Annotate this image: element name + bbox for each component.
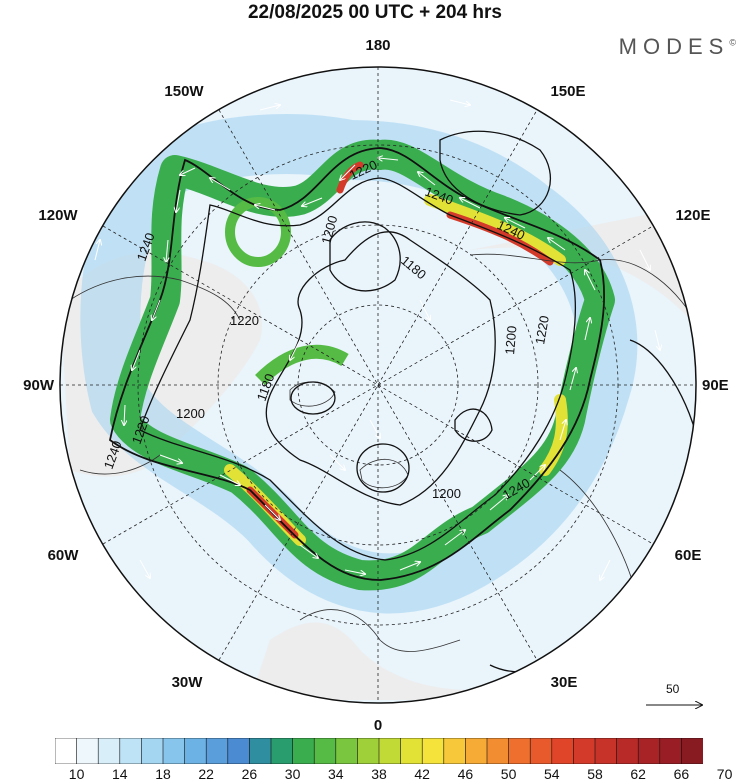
modes-logo: MODES© <box>619 34 736 60</box>
colorbar-swatch <box>335 738 358 764</box>
lon-label-90w: 90W <box>23 377 55 394</box>
colorbar-swatch <box>357 738 380 764</box>
colorbar-swatch <box>551 738 574 764</box>
colorbar-swatch <box>659 738 682 764</box>
colorbar-tick-label: 30 <box>284 766 301 782</box>
lon-label-120w: 120W <box>38 207 78 224</box>
contour-label: 1200 <box>318 214 340 246</box>
colorbar-swatch <box>400 738 423 764</box>
colorbar-swatch <box>594 738 618 764</box>
colorbar-swatch <box>270 738 294 764</box>
colorbar-swatch <box>249 738 272 764</box>
colorbar-tick-label: 14 <box>112 766 128 782</box>
contour-label: 1220 <box>532 314 552 345</box>
colorbar-tick-label: 38 <box>371 766 387 782</box>
colorbar-swatch <box>76 738 99 764</box>
wind-vectors <box>94 99 660 580</box>
graticule <box>60 67 696 703</box>
wind-reference-label: 50 <box>666 682 680 696</box>
copyright-mark: © <box>729 37 736 48</box>
map-disk <box>60 67 696 703</box>
contour-label: 1200 <box>176 406 205 421</box>
colorbar-swatch <box>529 738 553 764</box>
colorbar-tick-label: 62 <box>630 766 646 782</box>
colorbar-tick-label: 42 <box>414 766 430 782</box>
colorbar-swatch <box>184 738 207 764</box>
brand-text: MODES <box>618 34 730 59</box>
colorbar-swatch <box>465 738 488 764</box>
longitude-labels: 180 150E 120E 90E 60E 30E 0 30W 60W 90W … <box>23 37 729 734</box>
colorbar-tick-label: 70 <box>716 766 733 782</box>
lon-label-30w: 30W <box>172 674 204 691</box>
colorbar-swatch <box>55 738 78 764</box>
wind-speed-colorbar <box>55 738 703 764</box>
colorbar-tick-label: 18 <box>155 766 171 782</box>
lon-label-0: 0 <box>374 717 382 734</box>
lon-label-120e: 120E <box>675 207 710 224</box>
jet-small-ring <box>225 197 291 267</box>
colorbar-tick-label: 10 <box>68 766 85 782</box>
colorbar-swatch <box>421 738 445 764</box>
colorbar-tick-label: 66 <box>673 766 690 782</box>
colorbar-tick-label: 34 <box>328 766 344 782</box>
colorbar-swatch <box>162 738 186 764</box>
colorbar-swatch <box>616 738 639 764</box>
lon-label-150w: 150W <box>164 83 204 100</box>
colorbar-swatch <box>97 738 121 764</box>
colorbar-tick-labels: 10 14 18 22 26 30 34 38 42 46 50 54 58 62 66 70 <box>0 766 750 782</box>
colorbar-swatch <box>573 738 596 764</box>
colorbar-tick-label: 58 <box>587 766 603 782</box>
colorbar-swatch <box>205 738 229 764</box>
colorbar-tick-label: 50 <box>500 766 517 782</box>
lon-label-60w: 60W <box>48 547 80 564</box>
colorbar-swatch <box>681 738 703 764</box>
colorbar-swatch <box>141 738 164 764</box>
colorbar-swatch <box>292 738 315 764</box>
colorbar-swatch <box>119 738 143 764</box>
contour-label: 1200 <box>432 486 461 501</box>
colorbar-swatch <box>313 738 337 764</box>
lon-label-60e: 60E <box>675 547 702 564</box>
colorbar-swatch <box>486 738 510 764</box>
colorbar-swatch <box>443 738 466 764</box>
colorbar-tick-label: 46 <box>457 766 474 782</box>
lon-label-150e: 150E <box>550 83 585 100</box>
chart-title: 22/08/2025 00 UTC + 204 hrs <box>247 2 503 23</box>
lon-label-90e: 90E <box>702 377 729 394</box>
map-border <box>59 66 697 704</box>
contour-label: 1220 <box>230 313 259 328</box>
lon-label-180: 180 <box>365 37 390 54</box>
colorbar-swatch <box>508 738 531 764</box>
colorbar-tick-label: 54 <box>544 766 560 782</box>
lon-label-30e: 30E <box>551 674 578 691</box>
colorbar-tick-label: 22 <box>198 766 214 782</box>
colorbar-swatch <box>637 738 661 764</box>
colorbar-tick-label: 26 <box>241 766 258 782</box>
colorbar-swatch <box>378 738 402 764</box>
colorbar-swatch <box>227 738 251 764</box>
contour-label: 1200 <box>502 325 519 355</box>
